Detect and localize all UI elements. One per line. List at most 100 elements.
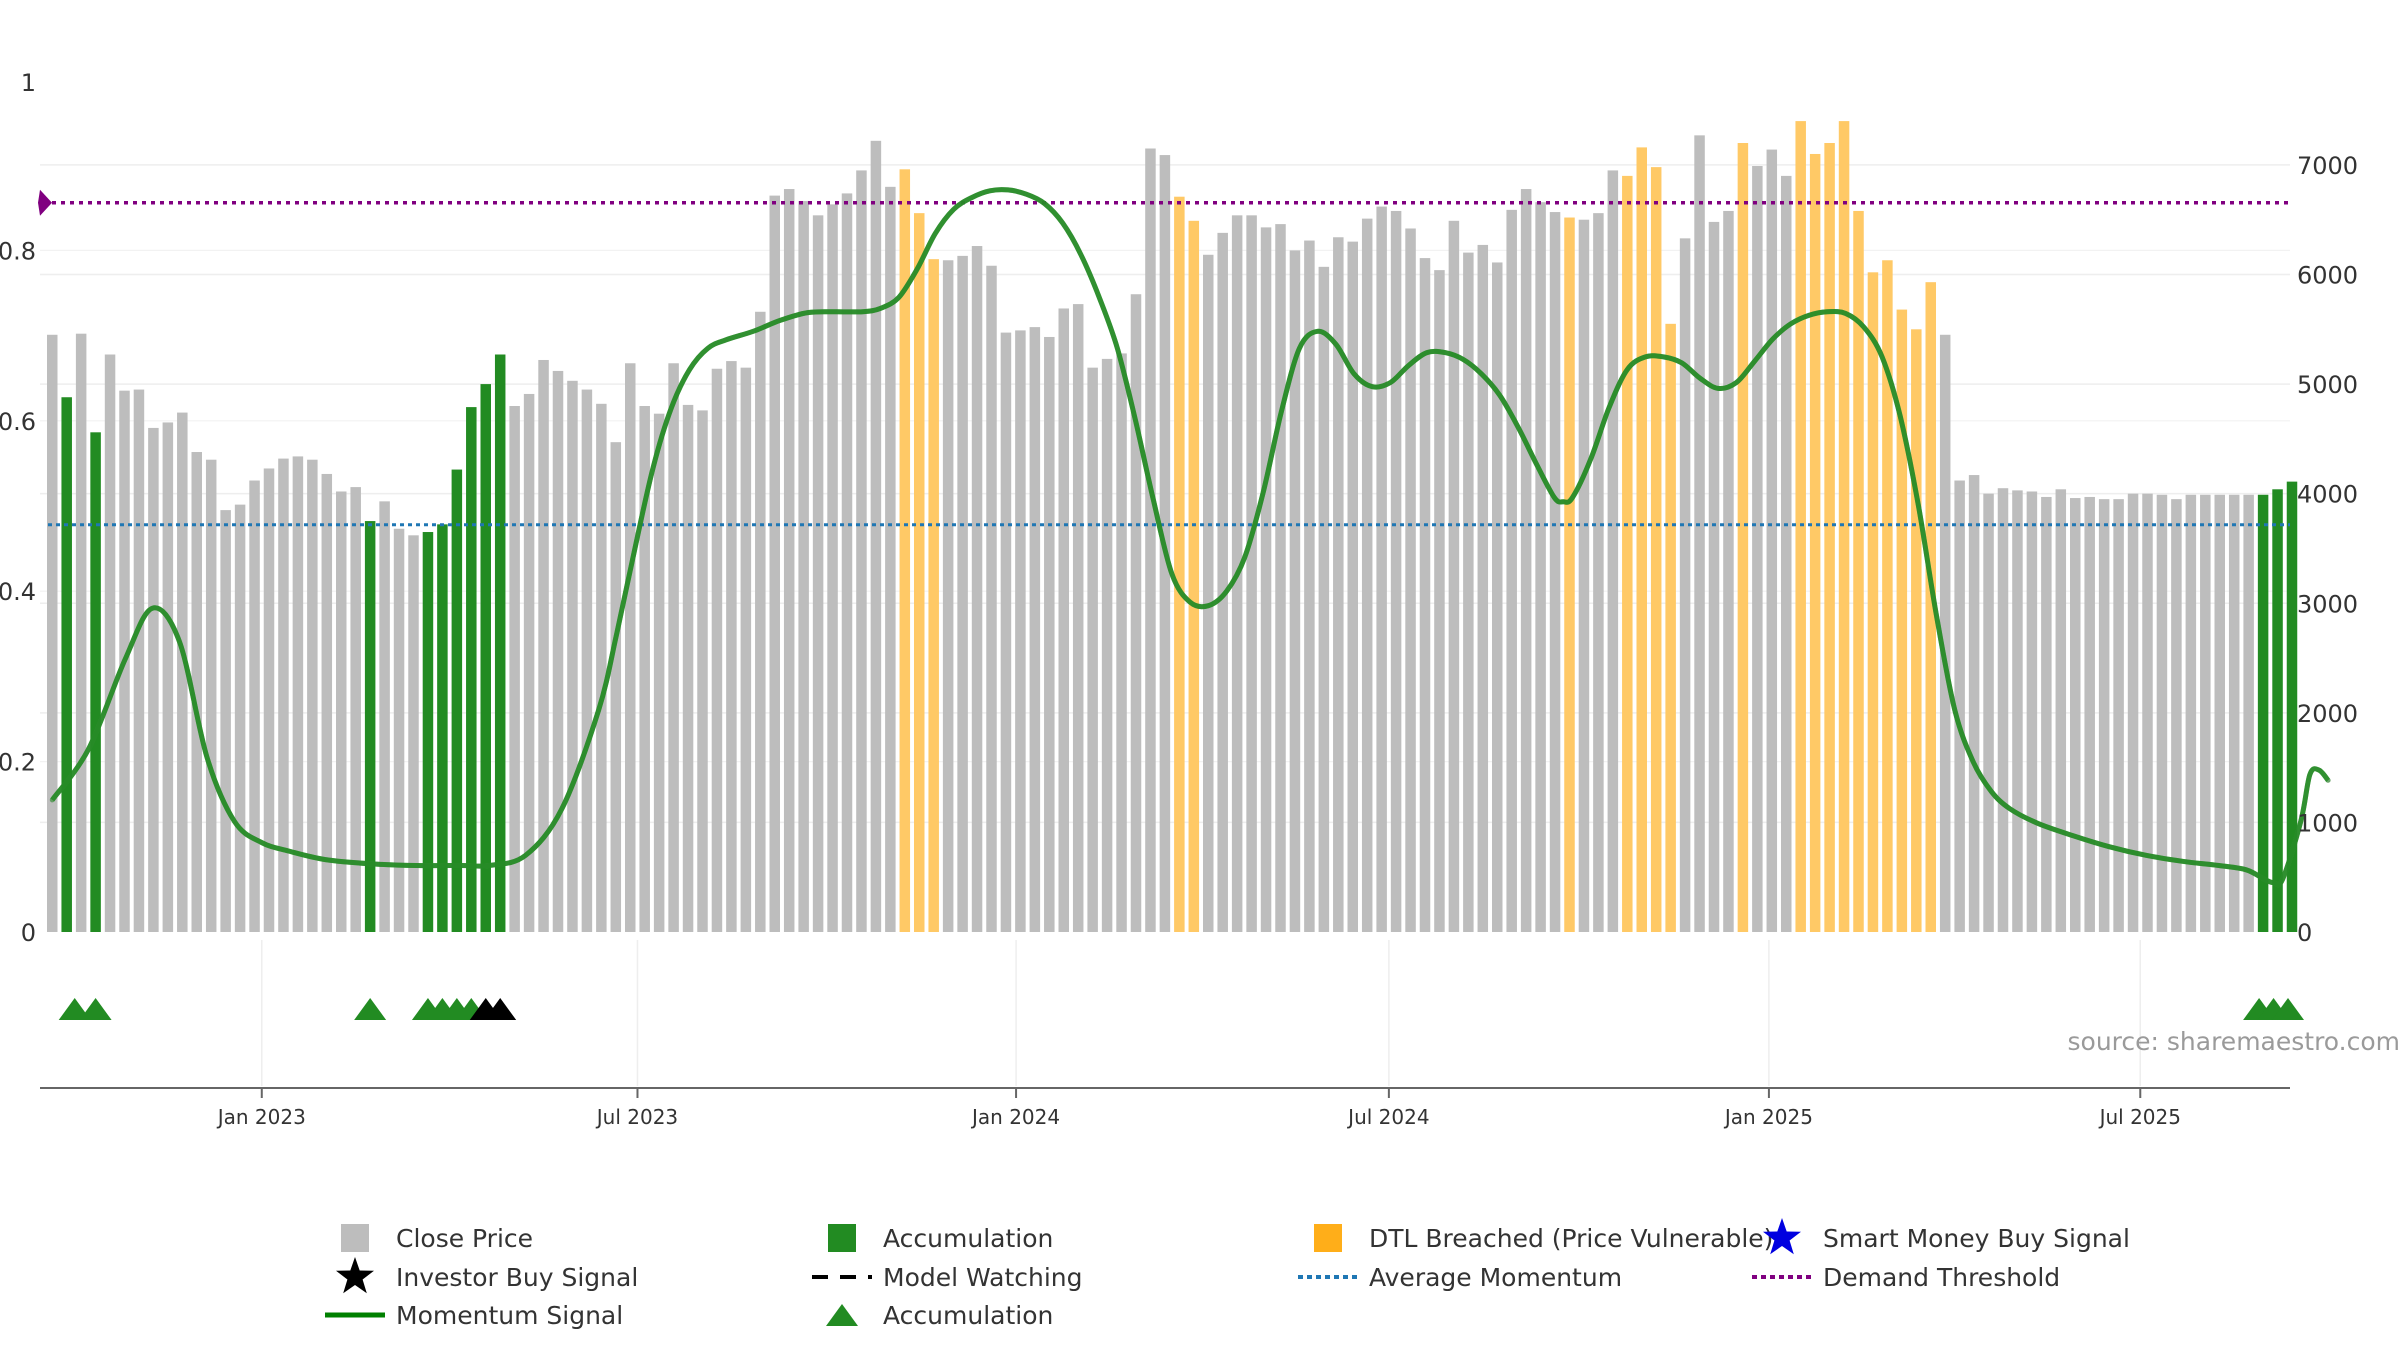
right-axis-ticks: 0 1000 2000 3000 4000 5000 6000 7000 <box>2297 152 2358 947</box>
right-tick-label: 1000 <box>2297 809 2358 837</box>
x-tick-label: Jul 2023 <box>595 1105 678 1129</box>
price-bar <box>2185 494 2197 932</box>
price-bar <box>2243 494 2254 932</box>
price-bar <box>1072 304 1084 932</box>
price-bar <box>1101 358 1113 932</box>
price-bar <box>783 189 795 933</box>
price-bar <box>1781 175 1792 932</box>
price-bars <box>47 121 2298 933</box>
green-triangle-icon <box>826 1304 858 1326</box>
price-bar <box>1549 212 1561 933</box>
threshold-lines <box>38 189 2290 527</box>
legend: Close Price Accumulation DTL Breached (Pri… <box>325 1218 2130 1330</box>
price-bar <box>711 368 723 933</box>
price-bar <box>104 354 116 932</box>
legend-label: Smart Money Buy Signal <box>1823 1224 2130 1253</box>
orange-square-icon <box>1314 1224 1342 1252</box>
price-bar <box>249 480 260 932</box>
price-bar <box>2171 499 2182 932</box>
legend-label: Accumulation <box>883 1301 1053 1330</box>
price-bar <box>567 380 578 932</box>
price-bar <box>798 201 809 932</box>
accumulation-bar <box>422 532 434 932</box>
price-bar <box>263 468 275 932</box>
price-bar <box>1275 224 1286 932</box>
green-square-icon <box>828 1224 856 1252</box>
price-bar <box>2098 499 2110 932</box>
dtl-bar <box>1650 167 1662 933</box>
price-bar <box>1015 330 1026 932</box>
price-bar <box>1318 266 1330 933</box>
price-bar <box>1434 270 1445 932</box>
x-tick-label: Jul 2025 <box>2098 1105 2181 1129</box>
price-bar <box>307 459 318 932</box>
price-bar <box>2214 494 2225 932</box>
price-bar <box>755 311 766 932</box>
price-bar <box>336 491 347 932</box>
price-bar <box>2156 494 2168 932</box>
price-bar <box>1347 241 1358 933</box>
price-bar <box>1376 206 1387 932</box>
price-bar <box>812 215 824 933</box>
price-bar <box>191 452 202 932</box>
price-bar <box>2113 499 2124 932</box>
price-bar <box>523 393 535 933</box>
right-tick-label: 2000 <box>2297 700 2358 728</box>
price-bar <box>610 442 622 932</box>
price-bar <box>1752 166 1763 933</box>
accumulation-bar <box>494 354 506 932</box>
accumulation-marker <box>2272 998 2304 1020</box>
price-bar <box>581 389 593 933</box>
blue-star-icon <box>1763 1218 1801 1255</box>
accumulation-bar <box>364 521 376 932</box>
price-bar <box>205 459 217 932</box>
left-tick-label: 0.8 <box>0 237 36 265</box>
price-bar <box>292 456 304 932</box>
price-bar <box>596 403 607 932</box>
right-tick-label: 0 <box>2297 919 2312 947</box>
dtl-bar <box>1636 147 1647 932</box>
dtl-bar <box>1665 323 1676 932</box>
black-star-icon <box>336 1257 374 1294</box>
price-bar <box>668 363 679 933</box>
dtl-bar <box>1188 220 1200 932</box>
accumulation-bar <box>90 432 101 932</box>
price-bar <box>2041 496 2052 932</box>
price-bar <box>1448 220 1460 932</box>
price-bar <box>1217 232 1228 932</box>
dtl-bar <box>1809 153 1821 933</box>
price-bar <box>1593 213 1604 933</box>
accumulation-bar <box>451 469 463 932</box>
price-bar <box>1535 202 1546 932</box>
dtl-bar <box>1882 260 1893 932</box>
price-bar <box>148 427 159 932</box>
price-bar <box>350 487 361 932</box>
legend-label: Momentum Signal <box>396 1301 623 1330</box>
price-bar <box>1607 170 1619 932</box>
dtl-bar <box>1622 175 1633 932</box>
right-tick-label: 4000 <box>2297 481 2358 509</box>
gray-square-icon <box>341 1224 369 1252</box>
price-bar <box>162 422 174 932</box>
left-tick-label: 0 <box>21 919 36 947</box>
accumulation-bar <box>61 397 72 932</box>
legend-item: Accumulation <box>828 1224 1053 1253</box>
dtl-bar <box>1564 217 1575 933</box>
x-tick-label: Jan 2024 <box>970 1105 1060 1129</box>
price-bar <box>47 334 58 932</box>
legend-item: Smart Money Buy Signal <box>1763 1218 2130 1255</box>
price-bar <box>856 170 867 932</box>
price-bar <box>2012 490 2023 932</box>
price-bar <box>1246 215 1257 933</box>
price-bar <box>1405 228 1416 933</box>
price-bar <box>1463 252 1474 932</box>
dtl-bar <box>1911 329 1922 932</box>
legend-item: Momentum Signal <box>325 1301 623 1330</box>
legend-item: Close Price <box>341 1224 533 1253</box>
price-bar <box>509 406 520 932</box>
price-bar <box>682 404 694 932</box>
accumulation-bar <box>480 384 491 932</box>
price-bar <box>1520 189 1532 933</box>
price-bar <box>278 458 289 932</box>
price-bar <box>1130 294 1142 932</box>
